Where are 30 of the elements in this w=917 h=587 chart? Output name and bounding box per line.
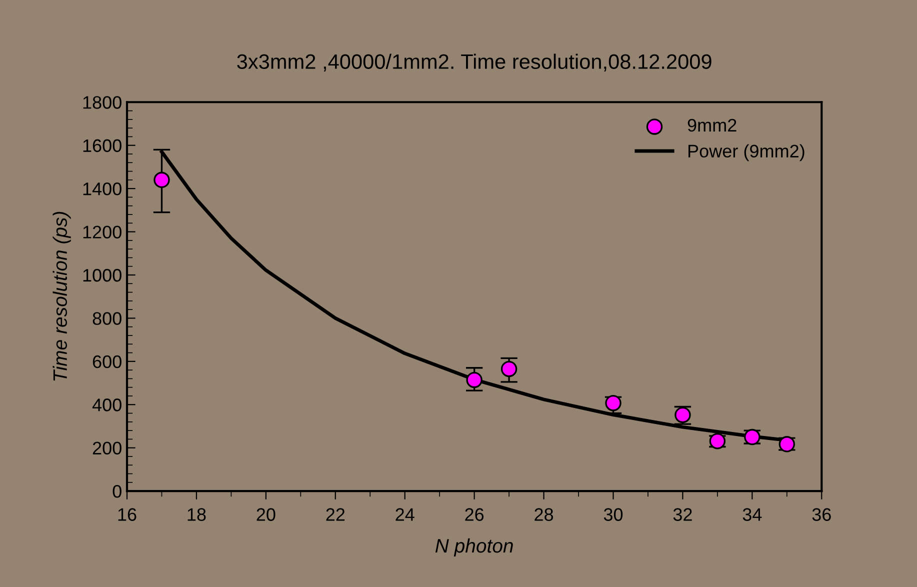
- x-tick-label: 32: [673, 508, 692, 521]
- x-tick-label: 16: [118, 508, 136, 521]
- y-tick-label: 400: [92, 398, 122, 412]
- y-tick-label: 1800: [83, 96, 122, 109]
- point: [605, 394, 622, 412]
- y-axis-title: Time resolution (ps): [52, 212, 71, 381]
- y-tick-label: 600: [92, 355, 122, 368]
- x-tick-label: 24: [396, 508, 414, 521]
- legend-label: Power (9mm2): [688, 144, 804, 162]
- point: [466, 372, 482, 388]
- y-tick-label: 1200: [83, 226, 122, 238]
- y-tick-label: 1400: [83, 182, 122, 196]
- x-tick-label: 18: [188, 508, 206, 521]
- point: [154, 172, 170, 188]
- x-axis-title: N photon: [435, 538, 513, 557]
- y-tick-label: 200: [92, 442, 122, 455]
- x-tick-label: 22: [326, 508, 345, 521]
- x-tick-label: 34: [742, 508, 762, 521]
- point: [500, 360, 518, 378]
- chart-title: 3x3mm2 ,40000/1mm2. Time resolution,08.12.2009: [237, 54, 712, 72]
- y-tick-label: 1000: [83, 268, 122, 282]
- y-tick-label: 1600: [83, 139, 122, 152]
- legend-label: 9mm2: [688, 118, 736, 132]
- x-tick-label: 20: [256, 508, 276, 521]
- y-tick-label: 800: [92, 312, 122, 325]
- y-tick-label: 0: [112, 484, 122, 498]
- x-tick-label: 26: [465, 508, 484, 521]
- x-tick-label: 30: [604, 508, 623, 521]
- x-tick-label: 36: [812, 508, 831, 521]
- x-tick-label: 28: [534, 508, 554, 521]
